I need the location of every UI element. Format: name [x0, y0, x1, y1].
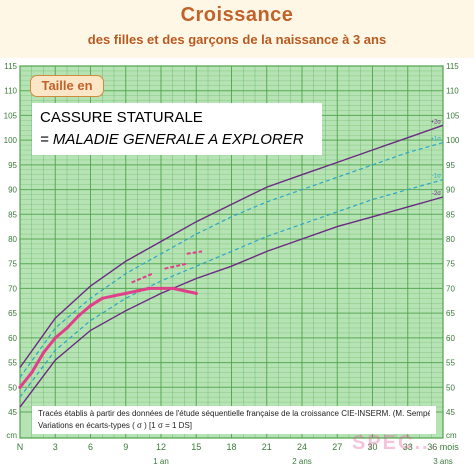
sd-curve-label: -2σ	[432, 191, 441, 197]
y-tick-label-right: 55	[446, 359, 455, 368]
y-tick-label-left: 50	[8, 383, 17, 392]
x-tick-label: 3	[53, 442, 58, 452]
patient-data-point	[112, 294, 116, 298]
sd-curve-label: +1σ	[430, 137, 441, 143]
patient-data-point	[194, 291, 198, 295]
footnote-line-1: Tracés établis à partir des données de l…	[38, 409, 430, 418]
plot-border	[19, 65, 444, 439]
y-tick-label-right: 65	[446, 309, 455, 318]
patient-data-point	[65, 326, 69, 330]
sd-curve-outer	[19, 196, 444, 408]
x-tick-label: 12	[156, 442, 166, 452]
y-unit-label: Taille en cm	[30, 75, 104, 113]
chart-title: Croissance	[180, 4, 294, 26]
y-tick-label-left: 115	[4, 62, 17, 71]
expected-growth-segment	[186, 250, 203, 255]
y-tick-label-right: 60	[446, 334, 455, 343]
sd-curve-inner	[19, 179, 444, 398]
x-tick-label: 15	[191, 442, 201, 452]
annotation-box: CASSURE STATURALE = MALADIE GENERALE A E…	[32, 103, 322, 155]
y-tick-label-right: 70	[446, 284, 455, 293]
y-tick-label-left: cm	[6, 431, 17, 440]
x-tick-label: 6	[88, 442, 93, 452]
y-tick-label-left: 65	[8, 309, 17, 318]
y-tick-label-right: 90	[446, 186, 455, 195]
y-tick-label-left: 100	[4, 136, 18, 145]
x-tick-label: 33	[403, 442, 413, 452]
y-tick-label-left: 75	[8, 260, 17, 269]
patient-data-point	[100, 296, 104, 300]
patient-data-point	[53, 336, 57, 340]
patient-data-point	[18, 385, 22, 389]
y-tick-label-right: 105	[446, 111, 460, 120]
y-tick-label-left: 95	[8, 161, 17, 170]
y-tick-label-left: 45	[8, 408, 17, 417]
y-tick-label-left: 110	[4, 87, 17, 96]
y-tick-label-right: 115	[446, 62, 459, 71]
age-label: 1 an	[153, 457, 169, 466]
x-tick-label: N	[17, 442, 24, 452]
patient-data-point	[171, 286, 175, 291]
y-tick-label-right: 50	[446, 383, 455, 392]
sd-curve-inner	[19, 142, 444, 378]
x-tick-label: 9	[123, 442, 128, 452]
y-tick-label-right: 100	[446, 136, 460, 145]
x-tick-label: 30	[367, 442, 377, 452]
y-tick-label-right: 80	[446, 235, 455, 244]
y-tick-label-left: 60	[8, 334, 17, 343]
patient-growth-curve	[18, 286, 198, 389]
patient-data-point	[135, 289, 140, 293]
patient-data-point	[77, 314, 81, 318]
y-tick-label-left: 90	[8, 186, 17, 195]
patient-data-point	[182, 289, 187, 293]
header: Croissance des filles et des garçons de …	[0, 0, 474, 58]
watermark: SPEC...	[352, 432, 438, 454]
x-tick-label: 36 mois	[427, 442, 459, 452]
age-label: 3 ans	[433, 457, 453, 466]
sd-curve-outer	[19, 124, 444, 368]
x-tick-label: 21	[262, 442, 272, 452]
y-tick-label-right: 85	[446, 210, 455, 219]
expected-growth-segment	[164, 262, 188, 270]
y-tick-label-left: 85	[8, 210, 17, 219]
annotation-line-2: = MALADIE GENERALE A EXPLORER	[40, 131, 304, 148]
y-tick-label-right: 95	[446, 161, 455, 170]
patient-data-point	[88, 304, 93, 308]
chart-subtitle: des filles et des garçons de la naissanc…	[87, 32, 387, 47]
x-tick-label: 27	[332, 442, 342, 452]
y-tick-label-right: 75	[446, 260, 455, 269]
age-label: 2 ans	[292, 457, 312, 466]
y-tick-label-left: 70	[8, 284, 17, 293]
patient-data-point	[30, 370, 34, 375]
y-tick-label-right: 45	[446, 408, 455, 417]
patient-data-point	[124, 291, 128, 295]
x-tick-label: 18	[226, 442, 236, 452]
y-tick-label-left: 105	[4, 111, 18, 120]
y-tick-label-left: 55	[8, 359, 17, 368]
y-tick-label-right: 110	[446, 87, 459, 96]
sd-curve-label: +2σ	[430, 119, 441, 125]
annotation-line-1: CASSURE STATURALE	[40, 109, 203, 126]
patient-data-point	[159, 286, 163, 291]
expected-growth-segment	[131, 272, 154, 284]
footnote-box: Tracés établis à partir des données de l…	[32, 406, 436, 434]
patient-data-point	[147, 286, 151, 291]
y-tick-label-right: cm	[446, 431, 457, 440]
footnote-line-2: Variations en écarts-types ( σ ) [1 σ = …	[38, 421, 193, 430]
patient-data-point	[41, 351, 46, 355]
sd-curve-label: -1σ	[432, 174, 441, 180]
y-tick-label-left: 80	[8, 235, 17, 244]
x-tick-label: 24	[297, 442, 307, 452]
